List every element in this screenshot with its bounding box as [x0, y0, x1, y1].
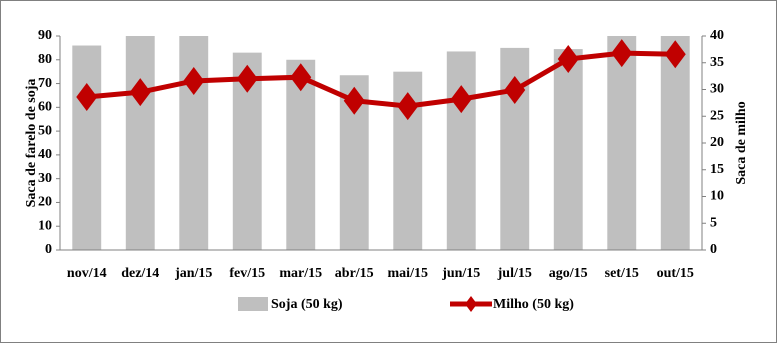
x-tick-label: jun/15 [441, 266, 480, 281]
marker [611, 39, 633, 68]
y2-axis-title: Saca de milho [734, 101, 749, 184]
marker [504, 76, 526, 105]
x-tick-label: fev/15 [229, 266, 265, 281]
y2-tick-label: 30 [710, 82, 724, 97]
bar [125, 36, 155, 250]
marker [236, 64, 258, 93]
legend-label: Milho (50 kg) [493, 297, 574, 312]
bar [286, 59, 316, 251]
x-tick-label: set/15 [605, 266, 639, 281]
y-axis-title: Saca de farelo de soja [24, 79, 39, 208]
x-tick-label: dez/14 [121, 266, 159, 281]
bar [660, 36, 690, 250]
y-tick-label: 90 [38, 28, 52, 43]
y2-tick-label: 40 [710, 28, 724, 43]
y2-tick-label: 35 [710, 55, 724, 70]
bar [607, 36, 637, 250]
marker [76, 82, 98, 111]
y-tick-label: 30 [38, 171, 52, 186]
y-tick-label: 20 [38, 195, 52, 210]
marker [129, 78, 151, 107]
y-tick-label: 10 [38, 218, 52, 233]
marker [343, 86, 365, 115]
x-tick-label: jan/15 [174, 266, 212, 281]
y-tick-label: 50 [38, 123, 52, 138]
legend-swatch [465, 296, 477, 312]
bar [553, 49, 583, 251]
y2-tick-label: 20 [710, 135, 724, 150]
y-tick-label: 40 [38, 147, 52, 162]
x-tick-label: jul/15 [497, 266, 532, 281]
legend-label: Soja (50 kg) [271, 297, 343, 312]
marker [183, 66, 205, 95]
marker [290, 63, 312, 92]
y-tick-label: 80 [38, 52, 52, 67]
marker [450, 85, 472, 114]
y-tick-label: 70 [38, 76, 52, 91]
x-tick-label: nov/14 [67, 266, 107, 281]
y2-tick-label: 15 [710, 162, 724, 177]
x-tick-label: abr/15 [335, 266, 374, 281]
x-tick-label: mar/15 [279, 266, 322, 281]
marker [397, 92, 419, 121]
x-tick-label: mai/15 [388, 266, 428, 281]
x-tick-label: out/15 [657, 266, 694, 281]
legend-swatch [238, 297, 268, 311]
y2-tick-label: 10 [710, 189, 724, 204]
bar [72, 45, 102, 251]
y-tick-label: 60 [38, 100, 52, 115]
y2-tick-label: 5 [710, 215, 717, 230]
y-tick-label: 0 [45, 242, 52, 257]
marker [664, 40, 686, 69]
bar [446, 51, 476, 251]
y2-tick-label: 25 [710, 108, 724, 123]
marker [557, 45, 579, 74]
y2-tick-label: 0 [710, 242, 717, 257]
x-tick-label: ago/15 [549, 266, 588, 281]
